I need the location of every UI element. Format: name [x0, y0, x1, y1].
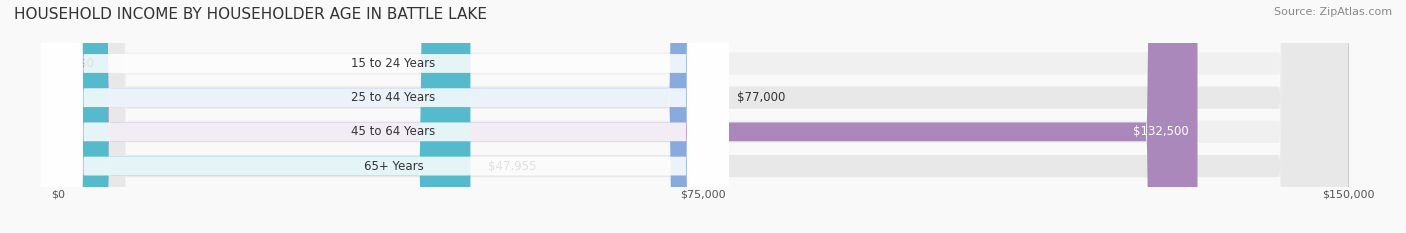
Text: $77,000: $77,000 [737, 91, 786, 104]
FancyBboxPatch shape [41, 0, 728, 233]
Text: Source: ZipAtlas.com: Source: ZipAtlas.com [1274, 7, 1392, 17]
FancyBboxPatch shape [41, 0, 728, 233]
FancyBboxPatch shape [58, 0, 1348, 233]
Text: HOUSEHOLD INCOME BY HOUSEHOLDER AGE IN BATTLE LAKE: HOUSEHOLD INCOME BY HOUSEHOLDER AGE IN B… [14, 7, 486, 22]
Text: 65+ Years: 65+ Years [364, 160, 423, 173]
Text: 25 to 44 Years: 25 to 44 Years [352, 91, 436, 104]
FancyBboxPatch shape [58, 0, 1348, 233]
FancyBboxPatch shape [41, 0, 728, 233]
Text: $47,955: $47,955 [488, 160, 536, 173]
Text: $132,500: $132,500 [1133, 125, 1189, 138]
Text: 45 to 64 Years: 45 to 64 Years [352, 125, 436, 138]
FancyBboxPatch shape [58, 0, 1348, 233]
FancyBboxPatch shape [58, 0, 1198, 233]
Text: $0: $0 [80, 57, 94, 70]
Text: 15 to 24 Years: 15 to 24 Years [352, 57, 436, 70]
FancyBboxPatch shape [58, 0, 1348, 233]
FancyBboxPatch shape [41, 0, 728, 233]
FancyBboxPatch shape [58, 0, 471, 233]
FancyBboxPatch shape [58, 0, 720, 233]
